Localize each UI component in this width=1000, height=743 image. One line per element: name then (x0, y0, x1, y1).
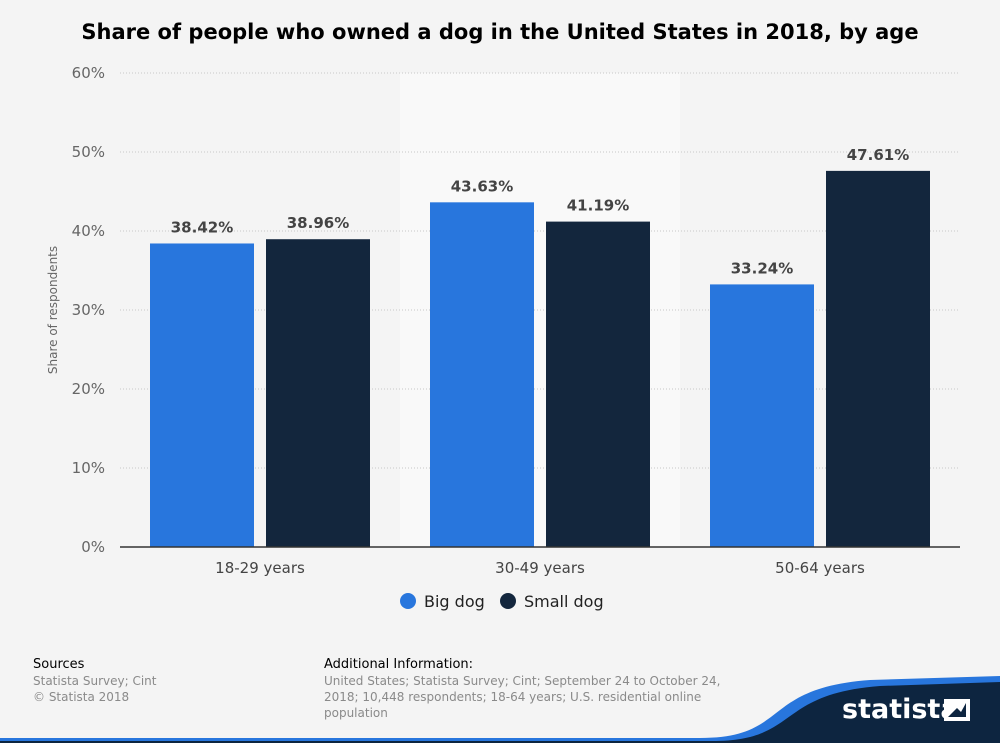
data-label: 38.96% (287, 214, 349, 232)
bar-big-dog[interactable] (150, 243, 254, 547)
y-tick-label: 50% (72, 143, 105, 161)
bar-big-dog[interactable] (430, 202, 534, 547)
chart-title: Share of people who owned a dog in the U… (81, 20, 919, 44)
y-tick-label: 0% (81, 538, 105, 556)
x-tick-label: 18-29 years (215, 559, 305, 577)
y-axis-label: Share of respondents (46, 246, 60, 374)
legend-marker-small-dog (500, 593, 516, 609)
bar-big-dog[interactable] (710, 284, 814, 547)
bars (150, 170, 930, 548)
copyright-line: © Statista 2018 (33, 690, 130, 704)
y-tick-label: 60% (72, 64, 105, 82)
legend-marker-big-dog (400, 593, 416, 609)
y-tick-label: 30% (72, 301, 105, 319)
additional-info-line: population (324, 706, 388, 720)
sources-block: Sources Statista Survey; Cint © Statista… (33, 657, 283, 705)
sources-line: Statista Survey; Cint (33, 674, 157, 688)
legend-label-small-dog[interactable]: Small dog (524, 592, 604, 611)
data-label: 38.42% (171, 218, 233, 236)
legend-label-big-dog[interactable]: Big dog (424, 592, 485, 611)
data-label: 47.61% (847, 146, 909, 164)
data-label: 41.19% (567, 197, 629, 215)
gridlines (120, 72, 960, 469)
x-axis-categories: 18-29 years 30-49 years 50-64 years (215, 559, 865, 577)
additional-info-line: 2018; 10,448 respondents; 18-64 years; U… (324, 690, 702, 704)
statista-logo[interactable]: statista (842, 694, 959, 725)
x-tick-label: 50-64 years (775, 559, 865, 577)
x-tick-label: 30-49 years (495, 559, 585, 577)
legend[interactable]: Big dog Small dog (400, 592, 604, 611)
additional-info-block: Additional Information: United States; S… (324, 657, 734, 721)
bar-chart: 0% 10% 20% 30% 40% 50% 60% 38.42% 38.96% 43.63% 4… (46, 64, 960, 611)
y-tick-label: 20% (72, 380, 105, 398)
data-label: 33.24% (731, 259, 793, 277)
bar-small-dog[interactable] (826, 170, 930, 548)
additional-info-line: United States; Statista Survey; Cint; Se… (324, 674, 721, 688)
data-label: 43.63% (451, 177, 513, 195)
y-tick-label: 10% (72, 459, 105, 477)
value-labels: 38.42% 38.96% 43.63% 41.19% 33.24% 47.61% (171, 146, 909, 278)
additional-info-heading: Additional Information: (324, 657, 474, 672)
y-axis-ticks: 0% 10% 20% 30% 40% 50% 60% (72, 64, 105, 556)
bar-small-dog[interactable] (266, 239, 370, 547)
bar-small-dog[interactable] (546, 221, 650, 547)
statista-logo-icon (944, 699, 970, 721)
y-tick-label: 40% (72, 222, 105, 240)
sources-heading: Sources (33, 657, 85, 672)
